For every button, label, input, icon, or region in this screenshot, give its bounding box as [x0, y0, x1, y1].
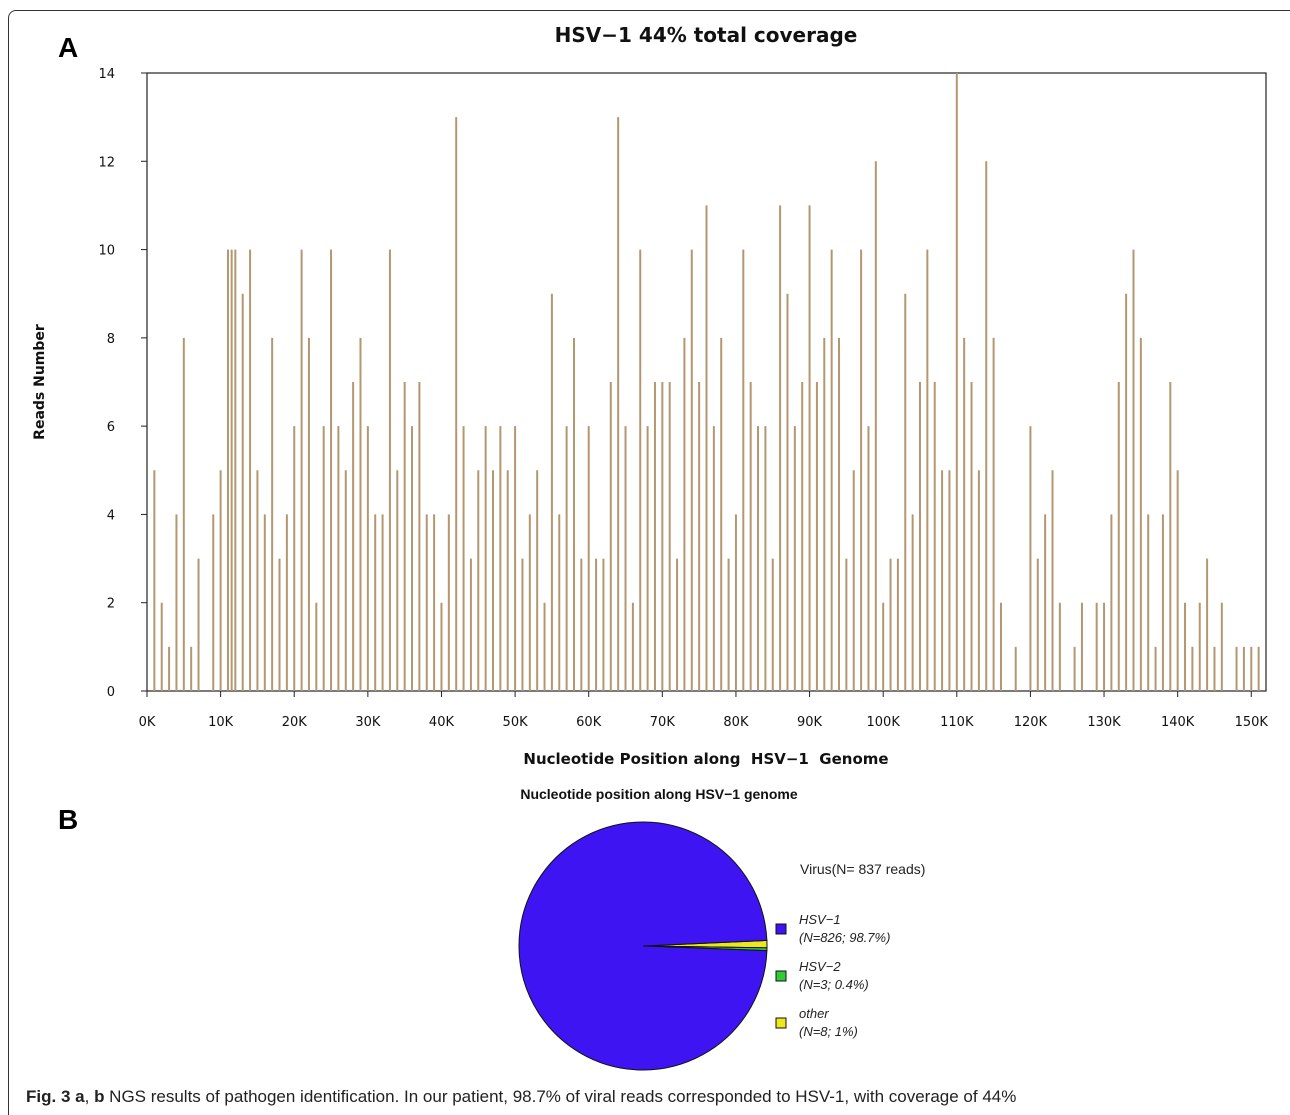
x-tick-label: 140K: [1161, 715, 1195, 730]
caption-text: NGS results of pathogen identification. …: [104, 1087, 1017, 1106]
bars-group: [153, 73, 1260, 691]
x-tick-label: 110K: [940, 715, 974, 730]
y-tick-label: 6: [107, 420, 115, 435]
x-tick-label: 60K: [576, 715, 602, 730]
x-tick-label: 50K: [503, 715, 529, 730]
y-axis-label: Reads Number: [32, 324, 48, 440]
x-tick-label: 120K: [1014, 715, 1048, 730]
chart-title: HSV−1 44% total coverage: [555, 23, 858, 47]
caption-part-a: a: [75, 1087, 85, 1106]
y-tick-label: 0: [107, 685, 115, 700]
y-tick-label: 10: [98, 244, 115, 259]
x-tick-label: 150K: [1235, 715, 1269, 730]
y-tick-label: 14: [98, 67, 115, 82]
figure-caption: Fig. 3 a, b NGS results of pathogen iden…: [26, 1087, 1016, 1107]
panel-b-label: B: [58, 804, 79, 835]
y-axis: 0 2 4 6 8 10 12 14: [98, 67, 147, 700]
y-tick-label: 12: [98, 155, 115, 170]
x-axis: 0K 10K 20K 30K 40K 50K 60K 70K 80K 90K 100K 110K 120…: [139, 691, 1269, 730]
y-tick-label: 2: [107, 597, 115, 612]
x-tick-label: 20K: [282, 715, 308, 730]
x-axis-label: Nucleotide Position along HSV−1 Genome: [523, 750, 888, 768]
x-tick-label: 70K: [650, 715, 676, 730]
caption-part-b: b: [94, 1087, 105, 1106]
caption-label: Fig. 3: [26, 1087, 71, 1106]
panel-a-label: A: [58, 32, 79, 63]
pie-chart-title: Nucleotide position along HSV−1 genome: [520, 786, 798, 802]
x-tick-label: 10K: [208, 715, 234, 730]
x-tick-label: 30K: [355, 715, 381, 730]
x-tick-label: 130K: [1087, 715, 1121, 730]
y-tick-label: 4: [107, 508, 115, 523]
x-tick-label: 80K: [723, 715, 749, 730]
caption-separator: ,: [84, 1087, 95, 1106]
x-tick-label: 40K: [429, 715, 455, 730]
x-tick-label: 100K: [867, 715, 901, 730]
x-tick-label: 0K: [139, 715, 156, 730]
x-tick-label: 90K: [797, 715, 823, 730]
coverage-bar-chart: HSV−1 44% total coverage 0 2 4 6 8 10 12 14 0K 1…: [32, 23, 1269, 768]
figure-frame: [8, 10, 1290, 1115]
y-tick-label: 8: [107, 332, 115, 347]
